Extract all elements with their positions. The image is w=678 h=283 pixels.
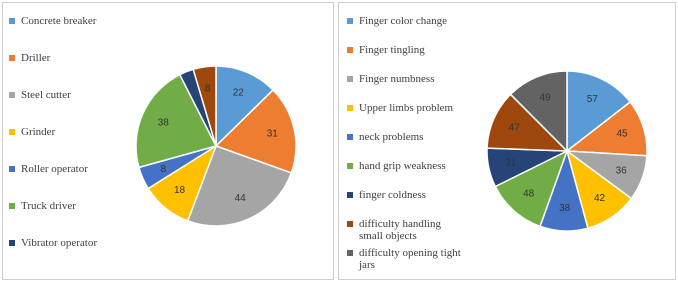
legend-swatch <box>347 221 353 227</box>
data-label: 45 <box>616 129 628 140</box>
legend-label: Finger color change <box>359 15 447 27</box>
legend-swatch <box>347 105 353 111</box>
legend-swatch <box>347 76 353 82</box>
legend-label: Truck driver <box>21 200 76 212</box>
legend-swatch <box>9 129 15 135</box>
pie-slice <box>214 88 297 174</box>
legend-swatch <box>9 18 15 24</box>
data-label: 38 <box>559 203 571 214</box>
data-label: 44 <box>235 193 247 204</box>
legend-label: neck problems <box>359 131 424 143</box>
legend-item: Roller operator <box>9 163 119 175</box>
legend-item: Finger tingling <box>347 44 465 56</box>
data-label: 31 <box>267 128 279 139</box>
legend-swatch <box>9 240 15 246</box>
data-label: 47 <box>509 123 521 134</box>
legend-swatch <box>347 192 353 198</box>
legend-swatch <box>9 55 15 61</box>
legend-item: Truck driver <box>9 200 119 212</box>
legend-item: Driller <box>9 52 119 64</box>
legend-label: Finger tingling <box>359 44 425 56</box>
legend-swatch <box>347 47 353 53</box>
legend-item: Grinder <box>9 126 119 138</box>
legend-label: Upper limbs problem <box>359 102 454 114</box>
data-label: 18 <box>174 185 186 196</box>
legend-swatch <box>347 250 353 256</box>
pie-slice <box>566 70 632 153</box>
data-label: 22 <box>233 88 245 99</box>
pie-chart: 22 31 44 18 8 38 8 <box>135 65 297 227</box>
legend-swatch <box>9 166 15 172</box>
legend-item: difficulty opening tight jars <box>347 247 465 271</box>
legend-label: difficulty opening tight jars <box>359 247 461 271</box>
legend-item: finger coldness <box>347 189 465 201</box>
legend-label: Concrete breaker <box>21 15 97 27</box>
data-label: 57 <box>587 94 599 105</box>
data-label: 36 <box>616 165 628 176</box>
data-label: 8 <box>161 164 167 175</box>
legend-item: neck problems <box>347 131 465 143</box>
pie-chart: 57 45 36 42 38 48 31 47 49 <box>486 70 648 232</box>
legend-item: Finger numbness <box>347 73 465 85</box>
legend-item: Vibrator operator <box>9 237 119 249</box>
legend-item: Finger color change <box>347 15 465 27</box>
legend-swatch <box>347 163 353 169</box>
legend-label: Driller <box>21 52 51 64</box>
legend-label: hand grip weakness <box>359 160 446 172</box>
legend-label: finger coldness <box>359 189 426 201</box>
data-label: 49 <box>539 92 551 103</box>
chart-panel: 57 45 36 42 38 48 31 47 49 Finger color change Fi… <box>338 2 676 280</box>
data-label: 31 <box>505 158 517 169</box>
pie-slice <box>486 93 569 152</box>
pie-slice <box>186 145 293 227</box>
legend-label: Vibrator operator <box>21 237 98 249</box>
legend-label: Grinder <box>21 126 56 138</box>
legend-item: Steel cutter <box>9 89 119 101</box>
data-label: 42 <box>594 193 606 204</box>
pie-slice <box>494 149 569 228</box>
legend-item: hand grip weakness <box>347 160 465 172</box>
pie-slice <box>215 65 275 148</box>
data-label: 8 <box>205 84 211 95</box>
legend-swatch <box>347 134 353 140</box>
data-label: 38 <box>158 117 170 128</box>
legend-item: Upper limbs problem <box>347 102 465 114</box>
legend-swatch <box>9 203 15 209</box>
legend-swatch <box>347 18 353 24</box>
pie-slice <box>509 70 568 153</box>
legend-label: Roller operator <box>21 163 88 175</box>
data-label: 48 <box>523 189 535 200</box>
legend-label: Finger numbness <box>359 73 435 85</box>
legend-label: Steel cutter <box>21 89 71 101</box>
legend-item: difficulty handling small objects <box>347 218 465 242</box>
chart-panel: 22 31 44 18 8 38 8 Concrete breaker Driller Stee… <box>2 2 334 280</box>
legend-item: Concrete breaker <box>9 15 119 27</box>
pie-slice <box>135 73 218 169</box>
legend-label: difficulty handling small objects <box>359 218 441 242</box>
legend-swatch <box>9 92 15 98</box>
pie-slice <box>192 65 217 147</box>
